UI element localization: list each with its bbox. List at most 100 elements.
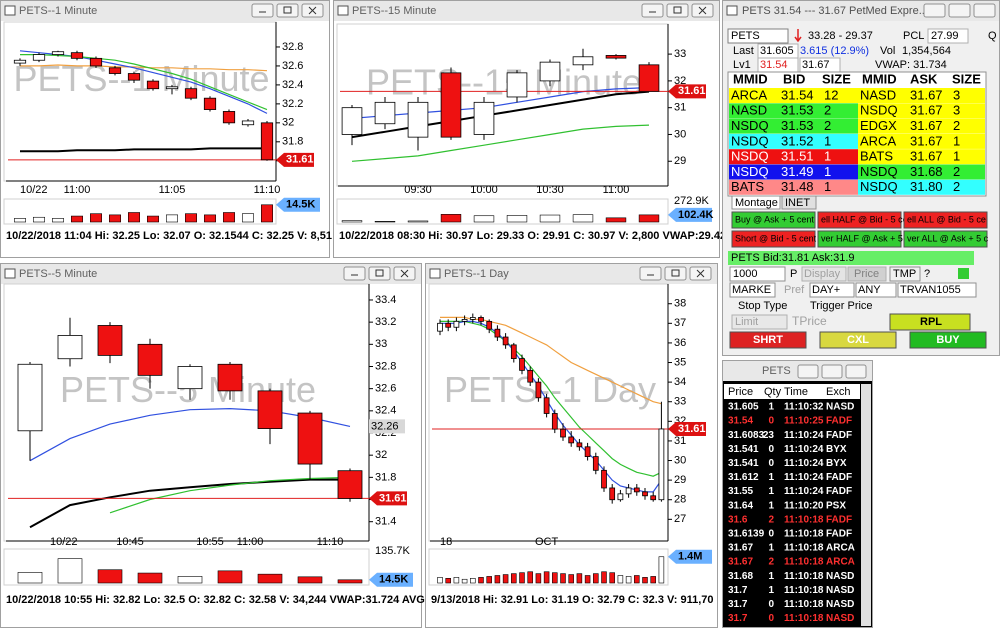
candle-body	[217, 363, 243, 392]
help-icon	[958, 268, 969, 279]
size: 2	[953, 179, 960, 194]
window-button-min[interactable]	[639, 266, 662, 281]
y-tick-label: 31.8	[375, 471, 396, 483]
window-button-min[interactable]	[343, 266, 366, 281]
window-button-min[interactable]	[797, 364, 819, 379]
ts-cell: 11:10:18	[784, 585, 824, 596]
moving-average	[351, 90, 650, 139]
title-bar	[1, 1, 329, 21]
volume-tag	[668, 549, 712, 564]
candle-body	[601, 469, 607, 489]
y-tick-label: 27	[674, 513, 686, 525]
order-button[interactable]	[817, 230, 902, 248]
window-button-close[interactable]	[973, 3, 996, 18]
y-tick-label: 31	[674, 102, 686, 114]
y-tick-label: 33	[375, 338, 387, 350]
x-tick-label: 10:45	[116, 536, 144, 548]
x-tick-label: 10/22	[50, 536, 78, 548]
window-button-close[interactable]	[845, 364, 867, 379]
book-row	[858, 133, 985, 149]
candle-body	[17, 363, 43, 432]
watermark: PETS--1 Minute	[13, 58, 269, 99]
symbol: PETS	[731, 30, 760, 42]
action-label: CXL	[847, 334, 869, 346]
ts-cell: 1	[768, 585, 774, 596]
rpl-button[interactable]	[889, 313, 971, 331]
volume-bar	[560, 573, 566, 584]
moving-average	[20, 64, 268, 72]
moving-average	[351, 124, 650, 162]
window-button-max[interactable]	[821, 364, 843, 379]
candle-body	[341, 107, 363, 135]
ts-cell: 31.7	[728, 599, 748, 610]
candle-body	[469, 317, 476, 320]
action-button[interactable]	[819, 331, 897, 349]
x-tick-label: 10:55	[196, 536, 224, 548]
window-button-min[interactable]	[641, 3, 664, 18]
price: 31.53	[781, 118, 814, 133]
volume-bar	[650, 576, 656, 584]
ts-cell: NASD	[826, 585, 854, 596]
volume-bar	[14, 218, 26, 223]
tab[interactable]	[781, 195, 817, 210]
volume-bar	[453, 577, 460, 584]
route: TRVAN1055	[900, 284, 961, 296]
route-box[interactable]	[897, 282, 977, 298]
order-button-label: ell HALF @ Bid - 5 ce	[821, 214, 908, 224]
tif-box[interactable]	[809, 282, 855, 298]
tab[interactable]	[731, 195, 781, 210]
candle-body	[440, 72, 462, 138]
order-button[interactable]	[903, 211, 988, 229]
ts-cell: 11:10:32	[784, 402, 824, 413]
ts-cell: 11:10:20	[784, 500, 824, 511]
book-row	[858, 149, 985, 165]
action-button[interactable]	[729, 331, 807, 349]
volume-label: 14.5K	[286, 199, 315, 211]
ts-cell: 31.55	[728, 486, 753, 497]
ts-cell: 1	[768, 472, 774, 483]
volume-bar	[572, 214, 594, 223]
order-button[interactable]	[731, 230, 816, 248]
shares-box[interactable]	[729, 266, 786, 282]
volume-bar	[511, 573, 517, 584]
ts-cell: 31.605	[728, 402, 759, 413]
watermark: PETS--15 Minute	[366, 62, 642, 103]
size: 2	[953, 118, 960, 133]
last-price-label: 31.61	[678, 85, 706, 97]
ts-cell: 0	[768, 444, 774, 455]
window-button-max[interactable]	[368, 266, 391, 281]
action-button[interactable]	[909, 331, 987, 349]
order-type-box[interactable]	[729, 282, 776, 298]
order-button[interactable]	[731, 211, 816, 229]
book-header: SIZE	[822, 71, 851, 86]
x-tick-label: 11:00	[603, 184, 630, 196]
order-button[interactable]	[903, 230, 988, 248]
any-box[interactable]	[855, 282, 897, 298]
y-tick-label: 29	[674, 155, 686, 167]
symbol-box[interactable]	[727, 28, 789, 44]
y-tick-label: 29	[674, 474, 686, 486]
price: 31.80	[910, 179, 943, 194]
window-button-max[interactable]	[276, 3, 299, 18]
book-header: MMID	[733, 71, 768, 86]
book-row	[729, 133, 858, 149]
status-bar	[2, 228, 328, 244]
mmid: EDGX	[860, 118, 897, 133]
candle-body	[502, 336, 509, 346]
volume-bar	[527, 571, 533, 584]
window-button-max[interactable]	[664, 266, 687, 281]
candle-body	[519, 358, 525, 371]
ts-cell: 31.68	[728, 571, 753, 582]
title-bar	[334, 1, 719, 21]
last-price-label: 31.61	[286, 154, 314, 166]
volume-max-label: 272.9K	[674, 195, 710, 207]
window-button-max[interactable]	[666, 3, 689, 18]
ts-cell: 11:10:18	[784, 571, 824, 582]
order-button[interactable]	[817, 211, 902, 229]
window-button-max[interactable]	[948, 3, 971, 18]
ts-cell: 1	[768, 500, 774, 511]
window-button-min[interactable]	[251, 3, 274, 18]
size: 1	[824, 179, 831, 194]
tmp-box[interactable]	[889, 266, 921, 282]
window-button-min[interactable]	[923, 3, 946, 18]
